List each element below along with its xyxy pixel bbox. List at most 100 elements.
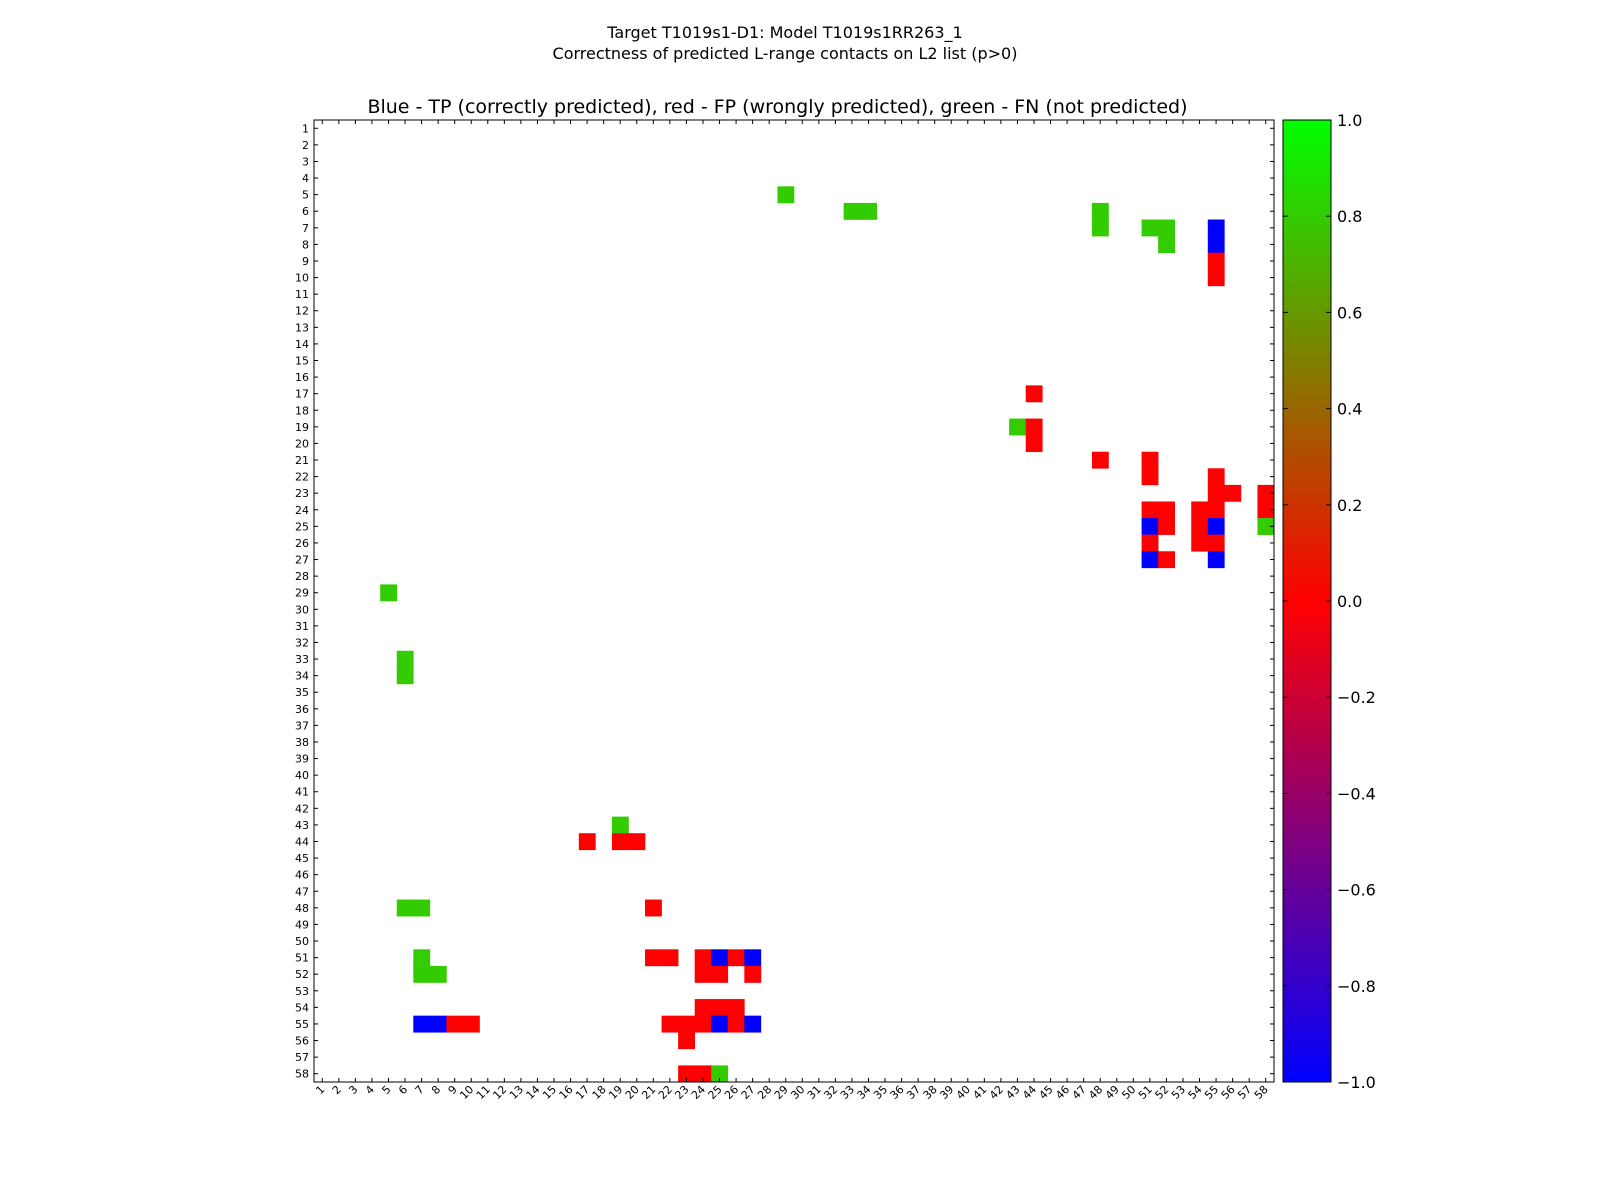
y-tick-label: 53 (295, 985, 309, 998)
x-tick-label: 4 (363, 1083, 377, 1097)
y-tick-label: 45 (295, 852, 309, 865)
chart-subtitle: Blue - TP (correctly predicted), red - F… (367, 96, 1187, 118)
colorbar-tick-label: −0.8 (1337, 977, 1376, 996)
contact-cell-fp (678, 1065, 695, 1083)
contact-cell-fp (727, 999, 745, 1016)
y-tick-label: 11 (295, 288, 309, 301)
y-tick-label: 16 (295, 371, 309, 384)
contact-cell-fp (1141, 534, 1159, 552)
contact-cell-fn (1158, 219, 1175, 237)
contact-cell-fp (711, 965, 729, 983)
contact-cell-fn (611, 816, 629, 834)
contact-cell-fp (611, 833, 629, 851)
y-tick-label: 41 (295, 786, 309, 799)
y-tick-label: 57 (295, 1051, 309, 1064)
contact-cell-tp (744, 949, 762, 967)
y-tick-label: 8 (302, 238, 309, 251)
contact-cell-fp (711, 999, 729, 1016)
contact-cell-fn (1257, 518, 1275, 535)
x-tick-label: 1 (313, 1083, 327, 1097)
contact-cell-fn (843, 202, 861, 220)
x-tick-label: 7 (413, 1083, 427, 1097)
y-tick-label: 38 (295, 736, 309, 749)
contact-cell-fp (1191, 501, 1209, 519)
y-tick-label: 50 (295, 935, 309, 948)
contact-cell-fp (1191, 518, 1209, 535)
contact-cell-fp (645, 949, 662, 967)
contact-cell-fp (744, 965, 762, 983)
x-tick-label: 3 (346, 1083, 360, 1097)
contact-cell-fp (628, 833, 646, 851)
y-tick-label: 42 (295, 802, 309, 815)
y-tick-label: 22 (295, 471, 309, 484)
axis-ticks (314, 120, 1274, 1082)
contact-cell-fp (661, 1015, 679, 1033)
y-tick-label: 39 (295, 753, 309, 766)
contact-cell-tp (1207, 551, 1225, 569)
contact-cell-fp (727, 1015, 745, 1033)
contact-cell-fp (1207, 534, 1225, 552)
contact-cell-fn (429, 965, 447, 983)
x-tick-label: 5 (379, 1083, 393, 1097)
contact-cell-fp (678, 1032, 695, 1050)
contact-cell-fn (396, 899, 414, 917)
contact-cell-fp (1158, 501, 1175, 519)
y-tick-label: 33 (295, 653, 309, 666)
contact-cell-fp (1224, 484, 1242, 502)
contact-cell-fp (1207, 252, 1225, 270)
colorbar-ticks: 1.0 0.8 0.6 0.4 0.2 0.0 −0.2 −0.4 −0.6 −0.8 −1.0 (1283, 111, 1376, 1092)
y-tick-label: 35 (295, 686, 309, 699)
contact-cell-fp (694, 1065, 712, 1083)
colorbar-tick-label: 0.8 (1337, 207, 1362, 226)
colorbar-tick-label: 0.0 (1337, 592, 1362, 611)
y-tick-label: 54 (295, 1001, 309, 1014)
contact-cell-fn (1141, 219, 1159, 237)
y-tick-label: 56 (295, 1035, 309, 1048)
contact-cell-fp (1141, 468, 1159, 486)
y-tick-label: 49 (295, 918, 309, 931)
colorbar-tick-label: 1.0 (1337, 111, 1362, 130)
contact-cell-fp (1207, 501, 1225, 519)
contact-cell-fp (1207, 484, 1225, 502)
contact-cell-fp (1207, 269, 1225, 287)
contact-cell-fn (860, 202, 878, 220)
y-tick-label: 26 (295, 537, 309, 550)
y-tick-label: 15 (295, 355, 309, 368)
y-tick-label: 37 (295, 719, 309, 732)
contact-cell-tp (413, 1015, 431, 1033)
y-tick-label: 25 (295, 520, 309, 533)
y-tick-label: 12 (295, 305, 309, 318)
contact-cell-tp (1207, 236, 1225, 253)
contact-cell-fn (1091, 202, 1109, 220)
plot-area (314, 120, 1274, 1082)
contact-cell-fp (1158, 518, 1175, 535)
y-tick-label: 30 (295, 603, 309, 616)
colorbar-tick-label: −1.0 (1337, 1073, 1376, 1092)
contact-cell-tp (711, 1015, 729, 1033)
contact-cell-tp (429, 1015, 447, 1033)
contact-cell-fn (413, 949, 431, 967)
contact-cell-fp (1141, 451, 1159, 469)
y-tick-label: 58 (295, 1068, 309, 1081)
y-tick-label: 18 (295, 404, 309, 417)
contact-cell-fp (1191, 534, 1209, 552)
y-tick-label: 24 (295, 504, 309, 517)
y-tick-label: 5 (302, 189, 309, 202)
y-tick-label: 32 (295, 636, 309, 649)
contact-cell-fn (413, 965, 431, 983)
contact-cell-fp (1025, 385, 1043, 403)
contact-cell-tp (1141, 518, 1159, 535)
y-tick-label: 51 (295, 952, 309, 965)
y-tick-label: 44 (295, 836, 309, 849)
y-tick-label: 2 (302, 139, 309, 152)
colorbar-tick-label: −0.4 (1337, 784, 1376, 803)
contact-cell-fp (694, 999, 712, 1016)
y-tick-label: 21 (295, 454, 309, 467)
contact-cell-fp (1257, 501, 1275, 519)
y-tick-label: 6 (302, 205, 309, 218)
contact-cell-fp (1207, 468, 1225, 486)
colorbar-tick-label: −0.2 (1337, 688, 1376, 707)
y-tick-label: 9 (302, 255, 309, 268)
y-tick-label: 28 (295, 570, 309, 583)
contact-cell-fp (1091, 451, 1109, 469)
